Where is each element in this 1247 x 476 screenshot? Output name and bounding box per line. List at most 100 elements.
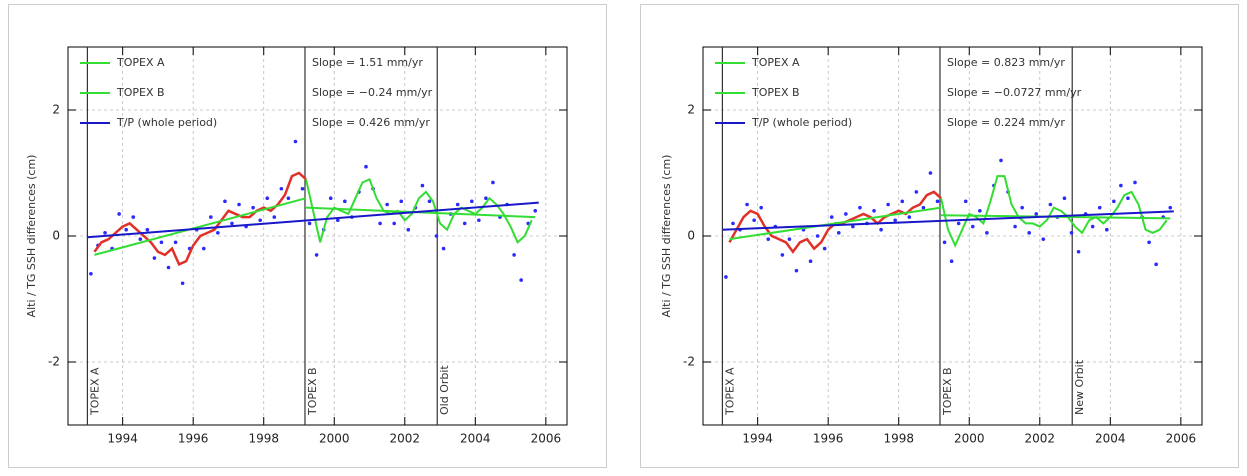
slope-annotation: Slope = −0.0727 mm/yr	[947, 86, 1082, 99]
data-point	[512, 253, 516, 257]
data-point	[836, 231, 841, 235]
data-point	[1041, 237, 1046, 241]
x-tick-label: 2004	[1095, 432, 1126, 446]
data-point	[251, 205, 255, 210]
data-point	[406, 227, 411, 232]
data-point	[844, 212, 848, 216]
data-point	[230, 221, 234, 226]
y-tick-label: -2	[48, 355, 60, 369]
data-point	[180, 281, 185, 286]
data-point	[858, 205, 862, 210]
period-label: Old Orbit	[438, 365, 451, 415]
data-point	[173, 240, 178, 245]
data-point	[145, 227, 150, 232]
y-tick-label: 2	[52, 103, 60, 117]
data-point	[335, 218, 340, 223]
data-point	[970, 224, 975, 229]
period-label: TOPEX B	[941, 367, 954, 416]
data-point	[872, 209, 876, 213]
data-point	[794, 268, 799, 273]
data-point	[900, 199, 905, 204]
data-point	[392, 221, 397, 226]
legend-label: T/P (whole period)	[751, 116, 852, 129]
data-point	[1112, 199, 1116, 204]
y-tick-label: 0	[687, 229, 695, 243]
slope-annotation: Slope = 0.224 mm/yr	[947, 116, 1065, 129]
x-tick-label: 1998	[883, 432, 914, 446]
data-point	[441, 246, 446, 251]
data-point	[491, 180, 495, 185]
x-tick-label: 2002	[390, 432, 421, 446]
data-point	[279, 186, 284, 191]
data-point	[731, 221, 735, 226]
x-tick-label: 2004	[460, 432, 491, 446]
data-point	[822, 246, 827, 251]
data-point	[455, 202, 460, 207]
data-point	[286, 196, 291, 200]
data-point	[999, 158, 1003, 163]
data-point	[759, 205, 763, 210]
data-point	[223, 199, 227, 204]
slope-annotation: Slope = 1.51 mm/yr	[312, 56, 423, 69]
data-point	[166, 265, 171, 270]
data-point	[89, 272, 93, 276]
data-point	[942, 240, 947, 245]
data-point	[1154, 262, 1158, 267]
x-tick-label: 1996	[178, 432, 209, 446]
smoothed-line	[305, 177, 533, 244]
data-point	[293, 139, 298, 144]
x-tick-label: 2002	[1025, 432, 1056, 446]
slope-annotation: Slope = −0.24 mm/yr	[312, 86, 433, 99]
x-tick-label: 2006	[1166, 432, 1197, 446]
data-point	[124, 227, 128, 232]
x-tick-label: 2000	[319, 432, 350, 446]
y-axis-label: Alti / TG SSH differences (cm)	[25, 155, 38, 318]
data-point	[364, 164, 368, 169]
plot-frame	[67, 46, 568, 426]
y-tick-label: -2	[683, 355, 695, 369]
x-tick-label: 1994	[742, 432, 773, 446]
slope-annotation: Slope = 0.426 mm/yr	[312, 116, 430, 129]
data-point	[1168, 205, 1173, 210]
x-tick-label: 1998	[248, 432, 279, 446]
data-point	[745, 202, 749, 207]
data-point	[766, 237, 771, 241]
data-point	[103, 231, 107, 235]
trend-line	[729, 206, 942, 241]
trend-line	[87, 201, 539, 239]
data-point	[385, 202, 389, 207]
data-point	[462, 221, 467, 226]
data-point	[484, 196, 488, 200]
data-point	[1104, 227, 1109, 232]
data-point	[1013, 224, 1017, 229]
trend-line	[722, 210, 1174, 231]
data-point	[1076, 249, 1081, 254]
data-point	[1119, 183, 1123, 188]
data-point	[752, 218, 756, 223]
data-point	[907, 215, 912, 219]
data-point	[343, 199, 347, 204]
data-point	[724, 275, 728, 279]
data-point	[399, 199, 404, 204]
data-point	[851, 224, 855, 229]
data-point	[328, 196, 333, 200]
data-point	[477, 218, 481, 223]
data-point	[237, 202, 241, 207]
data-point	[956, 221, 961, 226]
data-point	[808, 259, 813, 264]
data-point	[886, 202, 890, 207]
legend-label: TOPEX B	[751, 86, 800, 99]
trend-line	[94, 197, 307, 256]
data-point	[978, 209, 982, 213]
data-point	[928, 171, 933, 175]
data-point	[1027, 231, 1032, 235]
data-point	[272, 215, 277, 219]
y-tick-label: 2	[687, 103, 695, 117]
data-point	[829, 215, 834, 219]
data-point	[963, 199, 968, 204]
data-point	[427, 199, 432, 204]
data-point	[265, 196, 270, 200]
x-tick-label: 1994	[107, 432, 138, 446]
data-point	[879, 227, 883, 232]
data-point	[258, 218, 262, 223]
